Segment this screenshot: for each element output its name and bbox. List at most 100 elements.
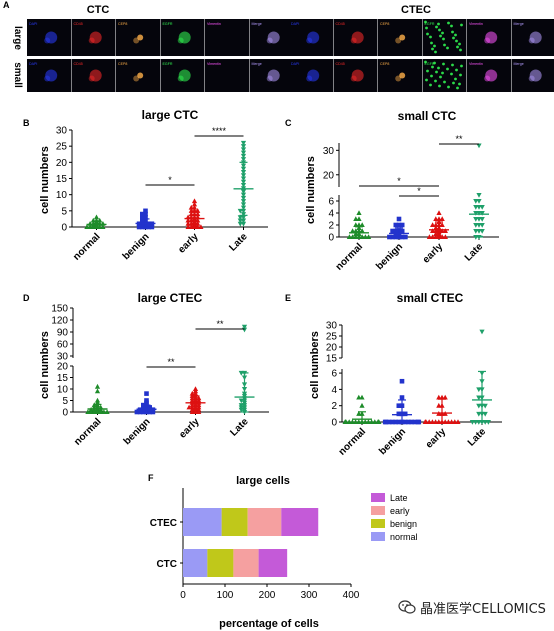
panel-letter-A: A [3, 0, 10, 10]
micro-speck [431, 65, 434, 69]
micro-speck [441, 31, 444, 35]
data-point [240, 140, 247, 146]
data-point [143, 215, 148, 220]
micro-speck [437, 22, 440, 26]
data-point [353, 222, 359, 227]
micro-channel-label: CD45 [336, 62, 345, 66]
micro-channel-label: DAPI [29, 22, 37, 26]
data-point [240, 153, 247, 159]
micro-channel-label: EGFR [425, 62, 435, 66]
data-point [140, 215, 145, 220]
micro-speck [424, 60, 427, 64]
y-tick-label: CTEC [150, 518, 177, 529]
data-point [94, 388, 101, 394]
data-point [396, 403, 402, 408]
bar-normal [183, 508, 222, 536]
micro-channel-label: Merge [252, 62, 262, 66]
data-point [143, 211, 148, 217]
micro-cell [485, 69, 498, 82]
data-point [241, 324, 248, 330]
micro-speck [454, 33, 457, 37]
data-point [485, 420, 491, 425]
data-point [356, 394, 362, 400]
y-tick-label: 20 [57, 362, 69, 373]
x-tick-label: normal [334, 241, 366, 273]
data-point [94, 383, 101, 389]
panel-A-row-label-large: large [12, 26, 23, 50]
data-point [185, 224, 191, 229]
data-point [85, 409, 91, 414]
x-tick-label: Late [227, 231, 250, 254]
micro-cell [44, 37, 51, 44]
micro-tile [205, 59, 249, 92]
micro-speck [451, 30, 454, 34]
micro-channel-label: CEP8 [380, 22, 389, 26]
micro-cell [351, 31, 364, 44]
micro-speck [433, 61, 436, 65]
data-point [473, 211, 479, 216]
data-point [476, 387, 482, 393]
y-tick-label: 30 [326, 321, 338, 332]
micro-speck [441, 71, 444, 75]
x-tick-label: early [176, 231, 201, 256]
data-point [436, 210, 442, 215]
micro-speck [425, 78, 428, 82]
data-point [482, 403, 488, 409]
micro-cell [133, 37, 140, 44]
data-point [390, 228, 395, 234]
y-axis-label: cell numbers [305, 156, 317, 224]
micro-speck [458, 42, 461, 46]
data-point [136, 224, 142, 230]
data-point [455, 419, 461, 424]
data-point [192, 386, 199, 391]
data-point [473, 223, 479, 228]
x-tick-label: benign [122, 416, 153, 447]
micro-cell [266, 75, 273, 82]
micro-speck [430, 74, 433, 78]
data-point [473, 229, 479, 234]
micro-speck [447, 85, 450, 89]
legend-swatch [371, 493, 385, 502]
bar-late [281, 508, 319, 536]
legend-label: benign [390, 519, 417, 529]
data-point [140, 211, 145, 217]
data-point [342, 419, 348, 424]
data-point [439, 216, 445, 221]
y-tick-label: 60 [57, 340, 69, 351]
micro-cell [88, 75, 95, 82]
y-tick-label: 2 [331, 401, 337, 412]
data-point [476, 411, 482, 417]
data-point [143, 208, 148, 214]
panel-letter-C: C [285, 118, 292, 128]
y-tick-label: 2 [328, 221, 334, 232]
micro-speck [425, 26, 428, 30]
y-tick-label: 4 [328, 209, 334, 220]
data-point [476, 193, 482, 198]
data-point [237, 208, 243, 214]
micro-cell [350, 37, 357, 44]
data-point [346, 234, 352, 239]
micro-cell [45, 31, 58, 44]
y-tick-label: 0 [61, 223, 67, 234]
watermark-text: 晶准医学CELLOMICS [420, 601, 546, 617]
micro-speck [450, 24, 453, 28]
micro-channel-label: Vimentin [207, 22, 221, 26]
y-tick-label: 6 [328, 197, 334, 208]
micro-cell [395, 37, 402, 44]
micro-cell [306, 75, 313, 82]
x-tick-label: 100 [217, 590, 234, 601]
y-tick-label: 30 [56, 126, 68, 137]
panel-A-title-ctc: CTC [87, 4, 110, 16]
data-point [387, 234, 392, 240]
watermark: 晶准医学CELLOMICS [398, 596, 550, 618]
data-point [359, 402, 365, 408]
micro-speck [459, 73, 462, 77]
bar-benign [207, 549, 234, 577]
y-tick-label: 90 [57, 328, 69, 339]
data-point [237, 215, 243, 221]
data-point [393, 419, 398, 425]
significance-label: **** [212, 126, 227, 136]
data-point [98, 404, 104, 410]
